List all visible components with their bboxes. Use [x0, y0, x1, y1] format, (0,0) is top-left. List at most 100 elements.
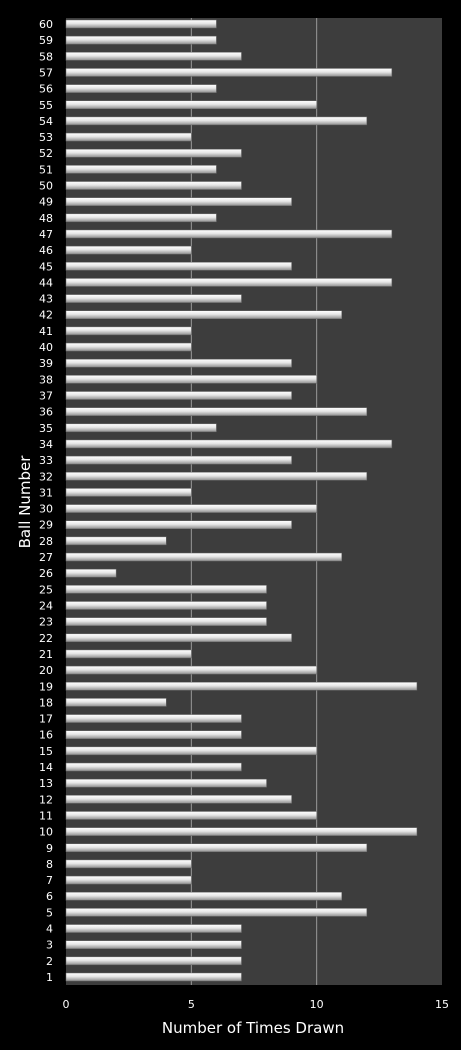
bar [65, 407, 368, 416]
y-tick-label: 48 [39, 212, 53, 225]
bar [65, 956, 242, 966]
y-tick-label: 58 [39, 50, 53, 63]
x-axis-title: Number of Times Drawn [162, 1019, 344, 1037]
bar [65, 245, 192, 255]
bar [65, 714, 242, 723]
y-tick-label: 19 [39, 680, 53, 693]
y-tick-label: 9 [46, 842, 53, 855]
bar [65, 472, 368, 481]
x-tick-label: 15 [435, 998, 449, 1011]
bar [65, 294, 242, 303]
y-tick-label: 51 [39, 163, 53, 176]
y-tick-label: 18 [39, 696, 53, 709]
y-tick-label: 5 [46, 906, 53, 919]
y-tick-label: 22 [39, 632, 53, 645]
y-axis-title: Ball Number [16, 455, 34, 549]
bar [65, 940, 242, 949]
y-tick-label: 53 [39, 131, 53, 144]
y-tick-label: 45 [39, 260, 53, 273]
bar [65, 504, 317, 513]
bar [65, 601, 267, 610]
plot-area [66, 18, 442, 985]
y-tick-label: 21 [39, 648, 53, 661]
bar [65, 100, 317, 110]
bar [65, 229, 393, 239]
x-tick-label: 10 [310, 998, 324, 1011]
y-tick-labels: 1234567891011121314151617181920212223242… [39, 18, 53, 984]
y-tick-label: 20 [39, 664, 53, 677]
y-tick-label: 26 [39, 567, 53, 580]
bar [65, 778, 267, 788]
bar [65, 698, 167, 707]
bar [65, 278, 393, 287]
y-tick-label: 57 [39, 66, 53, 79]
bar [65, 924, 242, 933]
bar [65, 617, 267, 626]
y-tick-label: 24 [39, 599, 53, 612]
bar [65, 811, 317, 820]
bar [65, 375, 317, 384]
bar [65, 682, 418, 691]
y-tick-label: 55 [39, 99, 53, 112]
bar [65, 585, 267, 594]
y-tick-label: 40 [39, 341, 53, 354]
bar [65, 165, 217, 174]
bar [65, 52, 242, 61]
y-tick-label: 54 [39, 115, 53, 128]
bar [65, 568, 117, 578]
bar [65, 827, 418, 836]
bar [65, 116, 368, 126]
y-tick-label: 11 [39, 809, 53, 822]
y-tick-label: 27 [39, 551, 53, 564]
bar [65, 148, 242, 158]
x-tick-labels: 0 5 10 15 [63, 998, 450, 1011]
y-tick-label: 23 [39, 616, 53, 629]
y-tick-label: 42 [39, 309, 53, 322]
y-tick-label: 59 [39, 34, 53, 47]
bar [65, 633, 292, 643]
bar [65, 665, 317, 675]
bar [65, 972, 242, 982]
y-tick-label: 2 [46, 955, 53, 968]
y-tick-label: 31 [39, 486, 53, 499]
y-tick-label: 56 [39, 83, 53, 96]
y-tick-label: 25 [39, 583, 53, 596]
y-tick-label: 14 [39, 761, 53, 774]
y-tick-label: 33 [39, 454, 53, 467]
bar [65, 536, 167, 546]
bar [65, 455, 292, 465]
y-tick-label: 30 [39, 503, 53, 516]
bar [65, 35, 217, 45]
bar [65, 439, 393, 449]
y-tick-label: 50 [39, 180, 53, 193]
bar [65, 520, 292, 529]
y-tick-label: 35 [39, 422, 53, 435]
y-tick-label: 46 [39, 244, 53, 257]
bar [65, 746, 317, 756]
bar [65, 908, 368, 917]
bar [65, 488, 192, 497]
bar [65, 730, 242, 739]
bar [65, 342, 192, 352]
y-tick-label: 43 [39, 293, 53, 306]
y-tick-label: 28 [39, 535, 53, 548]
y-tick-label: 60 [39, 18, 53, 31]
y-tick-label: 10 [39, 826, 53, 839]
bar [65, 213, 217, 223]
y-tick-label: 39 [39, 357, 53, 370]
y-tick-label: 52 [39, 147, 53, 160]
y-tick-label: 49 [39, 196, 53, 209]
bar [65, 891, 342, 901]
y-tick-label: 12 [39, 793, 53, 806]
y-tick-label: 38 [39, 373, 53, 386]
bar [65, 859, 192, 869]
y-tick-label: 7 [46, 874, 53, 887]
bar [65, 326, 192, 336]
y-tick-label: 16 [39, 729, 53, 742]
bar [65, 68, 393, 77]
y-tick-label: 44 [39, 276, 53, 289]
x-tick-label: 0 [63, 998, 70, 1011]
gridlines [190, 18, 318, 985]
bar [65, 197, 292, 206]
